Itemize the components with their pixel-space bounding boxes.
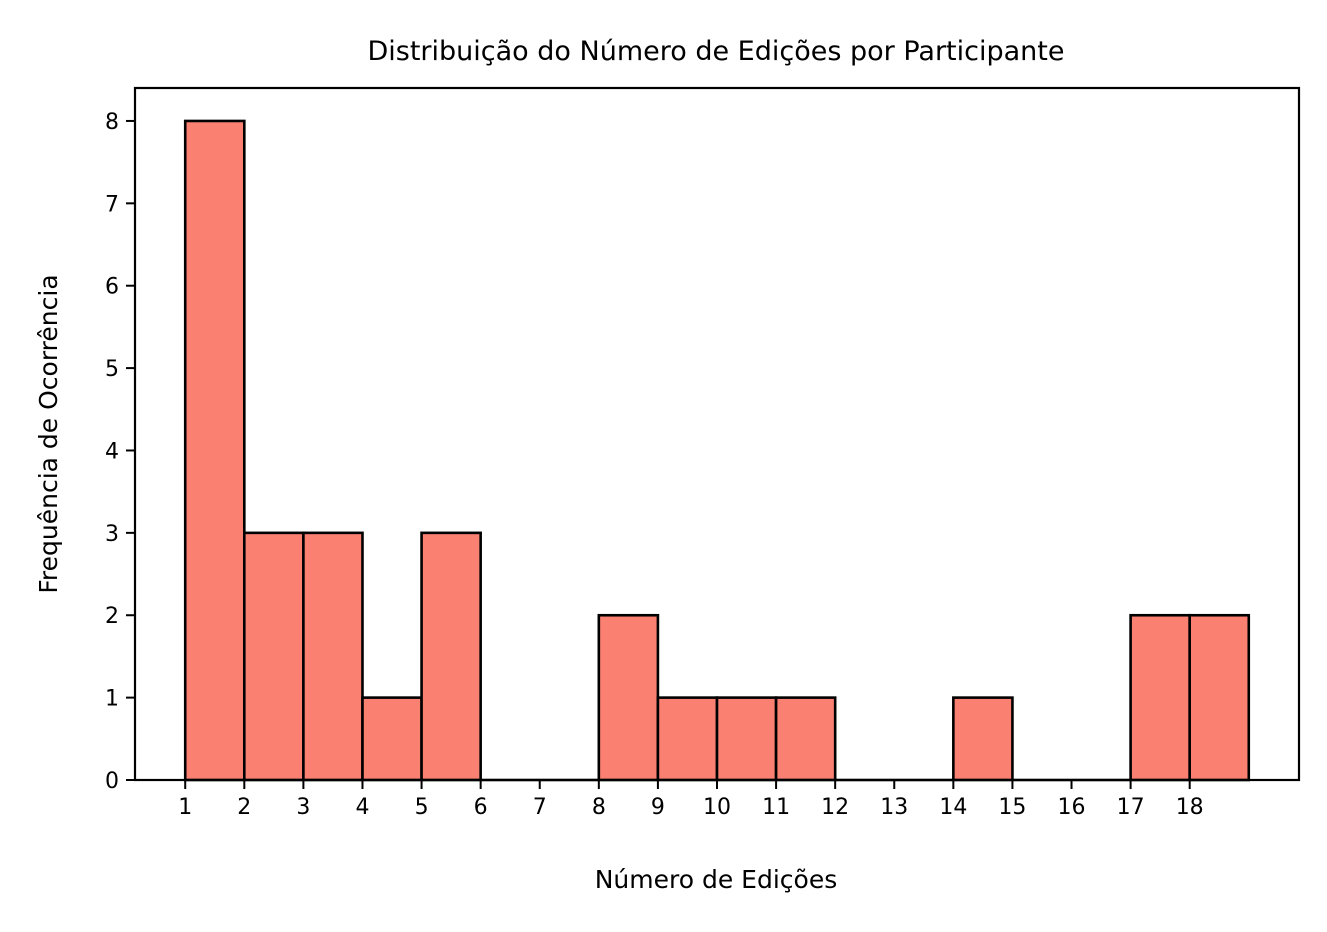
x-tick-label: 11 [762, 795, 790, 820]
x-tick-label: 8 [592, 795, 606, 820]
x-tick-label: 9 [651, 795, 665, 820]
x-tick-label: 10 [703, 795, 731, 820]
y-tick-label: 8 [105, 110, 119, 135]
x-tick-label: 18 [1176, 795, 1204, 820]
x-tick-label: 13 [880, 795, 908, 820]
y-tick-label: 5 [105, 357, 119, 382]
bars-layer [183, 119, 1251, 782]
histogram-bar [1129, 613, 1191, 782]
histogram-bar [1188, 613, 1251, 782]
x-tick-label: 15 [998, 795, 1026, 820]
x-tick-label: 6 [474, 795, 488, 820]
x-axis-label: Número de Edições [595, 865, 838, 894]
y-tick-label: 6 [105, 275, 119, 300]
histogram-bar [597, 613, 660, 782]
histogram-bar [243, 531, 305, 782]
y-axis-ticks: 0 1 2 3 4 5 6 7 8 [105, 110, 135, 794]
y-tick-label: 0 [105, 769, 119, 794]
y-tick-label: 4 [105, 439, 119, 464]
y-axis-label: Frequência de Ocorrência [34, 274, 63, 593]
x-tick-label: 3 [296, 795, 310, 820]
histogram-bar [361, 696, 423, 782]
x-tick-label: 17 [1117, 795, 1145, 820]
histogram-bar [302, 531, 364, 782]
histogram-bar [420, 531, 482, 782]
histogram-bar [656, 696, 719, 782]
y-tick-label: 3 [105, 522, 119, 547]
x-tick-label: 7 [533, 795, 547, 820]
histogram-bar [183, 119, 246, 782]
y-tick-label: 2 [105, 604, 119, 629]
x-tick-label: 12 [821, 795, 849, 820]
y-tick-label: 7 [105, 192, 119, 217]
x-tick-label: 2 [237, 795, 251, 820]
histogram-bar [774, 696, 837, 782]
x-tick-label: 4 [355, 795, 369, 820]
histogram-bar [952, 696, 1014, 782]
x-tick-label: 1 [178, 795, 192, 820]
x-axis-ticks: 1 2 3 4 5 6 7 8 9 10 11 12 13 14 15 16 17 18 [178, 780, 1204, 820]
histogram-bar [715, 696, 778, 782]
x-tick-label: 16 [1058, 795, 1086, 820]
y-tick-label: 1 [105, 687, 119, 712]
x-tick-label: 5 [415, 795, 429, 820]
x-tick-label: 14 [939, 795, 967, 820]
chart-title: Distribuição do Número de Edições por Pa… [367, 36, 1064, 67]
